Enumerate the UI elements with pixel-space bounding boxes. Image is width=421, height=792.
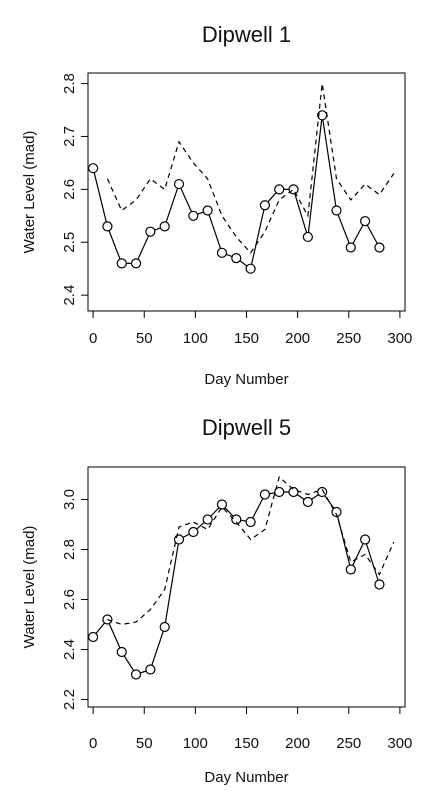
x-tick-label: 200 (285, 735, 310, 752)
x-axis-label: Day Number (204, 371, 288, 388)
x-tick-label: 150 (234, 330, 259, 347)
dashed-series-line (107, 475, 395, 626)
x-tick-label: 250 (336, 735, 361, 752)
data-point (288, 486, 299, 498)
x-tick-label: 100 (183, 735, 208, 752)
x-tick-label: 250 (336, 330, 361, 347)
data-point (288, 184, 299, 195)
y-tick-label: 2.2 (61, 689, 78, 710)
data-point (331, 205, 342, 216)
data-point (374, 242, 385, 253)
x-tick-label: 50 (136, 330, 153, 347)
data-point (188, 526, 199, 538)
data-point (130, 669, 142, 680)
x-tick-label: 300 (387, 330, 412, 347)
data-point (116, 646, 127, 658)
x-tick-label: 100 (183, 330, 208, 347)
data-point (274, 184, 285, 195)
data-point (360, 215, 371, 227)
data-point (374, 579, 385, 590)
y-tick-label: 2.8 (61, 73, 78, 94)
x-tick-label: 200 (285, 330, 310, 347)
data-point (317, 486, 328, 498)
data-point (88, 631, 99, 643)
chart-title: Dipwell 1 (202, 22, 291, 47)
observed-series-line (92, 115, 380, 270)
x-tick-label: 0 (89, 330, 97, 347)
data-point (231, 514, 242, 525)
chart-title: Dipwell 5 (202, 415, 291, 440)
data-point (274, 486, 285, 498)
data-point (202, 205, 213, 216)
x-tick-label: 300 (387, 735, 412, 752)
data-point (88, 163, 99, 174)
data-point (216, 499, 228, 510)
data-point (130, 258, 142, 269)
y-tick-label: 2.6 (61, 179, 78, 200)
data-point (159, 621, 170, 633)
dashed-series-line (106, 83, 395, 254)
y-tick-label: 2.7 (61, 126, 78, 147)
y-axis-label: Water Level (mad) (21, 526, 38, 649)
y-tick-label: 2.6 (61, 589, 78, 610)
data-point (231, 253, 242, 264)
data-point (116, 258, 127, 269)
data-point (345, 242, 356, 253)
data-point (245, 263, 256, 274)
x-axis-label: Day Number (204, 769, 288, 786)
y-tick-label: 2.4 (61, 285, 78, 306)
data-point (259, 200, 271, 211)
data-point (102, 221, 113, 232)
y-tick-label: 3.0 (61, 489, 78, 510)
data-point (345, 564, 356, 575)
data-point (360, 534, 371, 545)
y-tick-label: 2.8 (61, 539, 78, 560)
data-point (159, 221, 170, 232)
data-point (302, 496, 313, 508)
data-point (202, 514, 213, 525)
data-point (173, 178, 185, 190)
data-point (259, 489, 271, 500)
chart-panel-1: Dipwell 1 0 50 100 150 200 250 300 2.4 2.5 2.6 2.7 2… (21, 22, 412, 388)
data-point (145, 664, 156, 675)
y-axis-label: Water Level (mad) (21, 131, 38, 254)
data-point (188, 210, 199, 221)
data-point (145, 226, 156, 237)
x-tick-label: 0 (89, 735, 97, 752)
data-point (245, 516, 256, 528)
x-tick-label: 50 (136, 735, 153, 752)
x-tick-label: 150 (234, 735, 259, 752)
y-tick-label: 2.4 (61, 639, 78, 660)
chart-panel-2: Dipwell 5 0 50 100 150 200 250 300 2.2 2.4 2.6 2.8 3… (21, 415, 412, 786)
data-point (216, 247, 228, 258)
y-tick-label: 2.5 (61, 232, 78, 253)
data-point (302, 231, 313, 243)
